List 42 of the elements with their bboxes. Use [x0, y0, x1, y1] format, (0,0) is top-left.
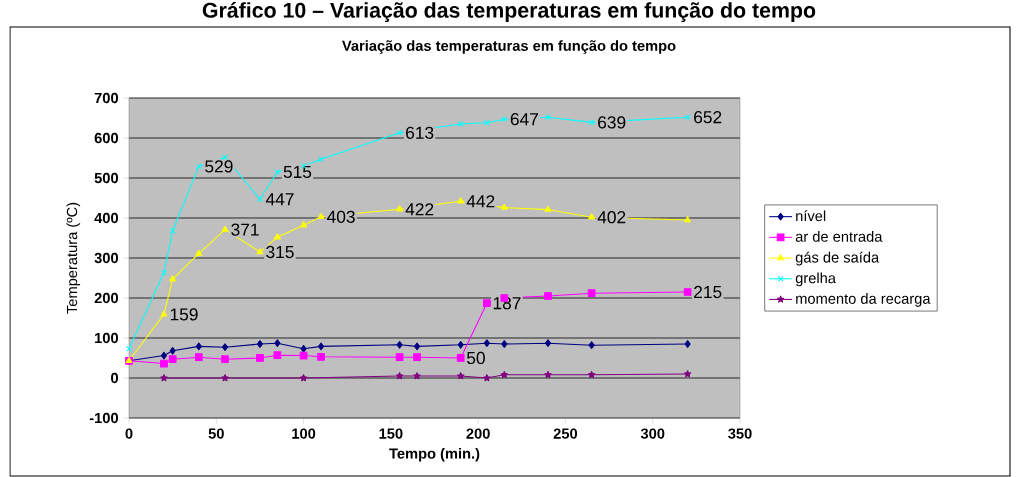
y-tick-label: 400 [94, 212, 118, 224]
data-label: 652 [694, 111, 722, 124]
data-label: 647 [510, 113, 538, 126]
data-label: 315 [266, 245, 294, 259]
x-tick-label: 250 [553, 428, 578, 439]
data-label: 422 [405, 203, 434, 216]
x-tick-label: 100 [292, 428, 316, 439]
x-axis-title: Tempo (min.) [389, 447, 480, 462]
data-label: 402 [597, 211, 626, 224]
data-label: 639 [598, 116, 626, 129]
legend-label: grelha [795, 272, 836, 287]
x-tick-label: 200 [466, 428, 490, 439]
legend-label: ar de entrada [795, 231, 883, 242]
x-tick-label: 350 [728, 428, 752, 439]
legend-label: gás de saída [795, 251, 880, 266]
data-label: 371 [231, 223, 259, 236]
data-label: 529 [205, 160, 233, 173]
x-tick-label: 300 [640, 428, 665, 439]
y-tick-label: 600 [94, 132, 118, 144]
data-label: 515 [283, 165, 312, 179]
chart-title: Gráfico 10 – Variação das temperaturas em função do tempo [202, 1, 816, 23]
legend-label: nível [796, 210, 826, 222]
y-tick-label: -100 [89, 412, 118, 424]
data-label: 159 [170, 308, 198, 321]
data-label: 442 [466, 195, 495, 208]
y-tick-label: 300 [94, 252, 118, 264]
x-tick-label: 150 [379, 428, 403, 439]
x-tick-label: 0 [125, 428, 133, 439]
chart-subtitle: Variação das temperaturas em função do tempo [342, 40, 676, 54]
data-label: 50 [466, 351, 485, 365]
y-tick-label: 700 [94, 92, 118, 104]
x-tick-label: 50 [208, 428, 224, 439]
data-label: 403 [327, 210, 355, 223]
data-label: 215 [694, 285, 722, 299]
y-axis-title: Temperatura (ºC) [66, 202, 81, 314]
y-tick-label: 200 [94, 292, 118, 304]
data-label: 447 [265, 193, 294, 206]
data-label: 613 [406, 126, 434, 139]
y-tick-label: 0 [111, 372, 118, 384]
y-tick-label: 500 [94, 172, 118, 184]
legend-label: momento da recarga [796, 293, 931, 307]
y-tick-label: 100 [95, 332, 118, 344]
